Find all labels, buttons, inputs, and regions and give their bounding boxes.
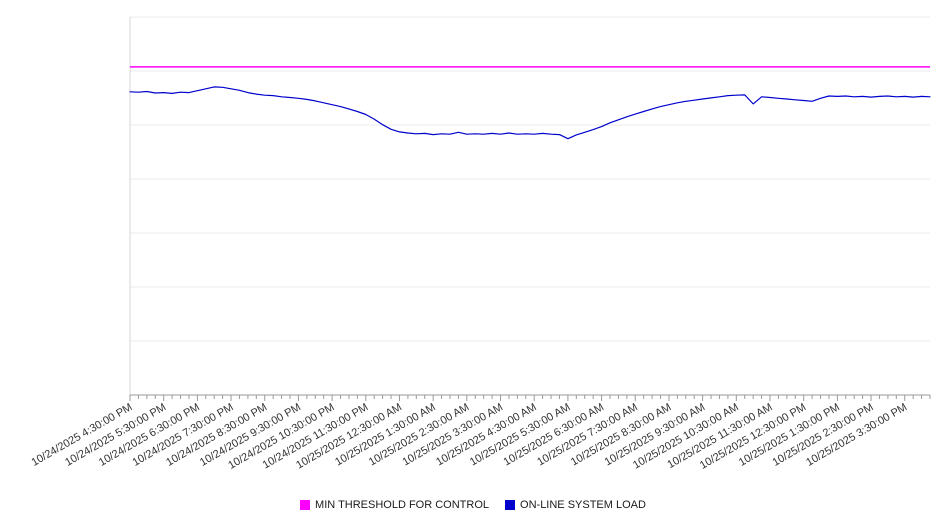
legend-item-system-load: ON-LINE SYSTEM LOAD	[505, 499, 646, 511]
legend-item-min-threshold: MIN THRESHOLD FOR CONTROL	[300, 499, 489, 511]
chart-legend: MIN THRESHOLD FOR CONTROL ON-LINE SYSTEM…	[0, 499, 946, 511]
legend-swatch-min-threshold-icon	[300, 500, 311, 510]
legend-label-system-load: ON-LINE SYSTEM LOAD	[520, 499, 646, 511]
system-load-line	[129, 86, 931, 140]
legend-swatch-system-load-icon	[505, 500, 516, 510]
legend-label-min-threshold: MIN THRESHOLD FOR CONTROL	[315, 499, 490, 511]
